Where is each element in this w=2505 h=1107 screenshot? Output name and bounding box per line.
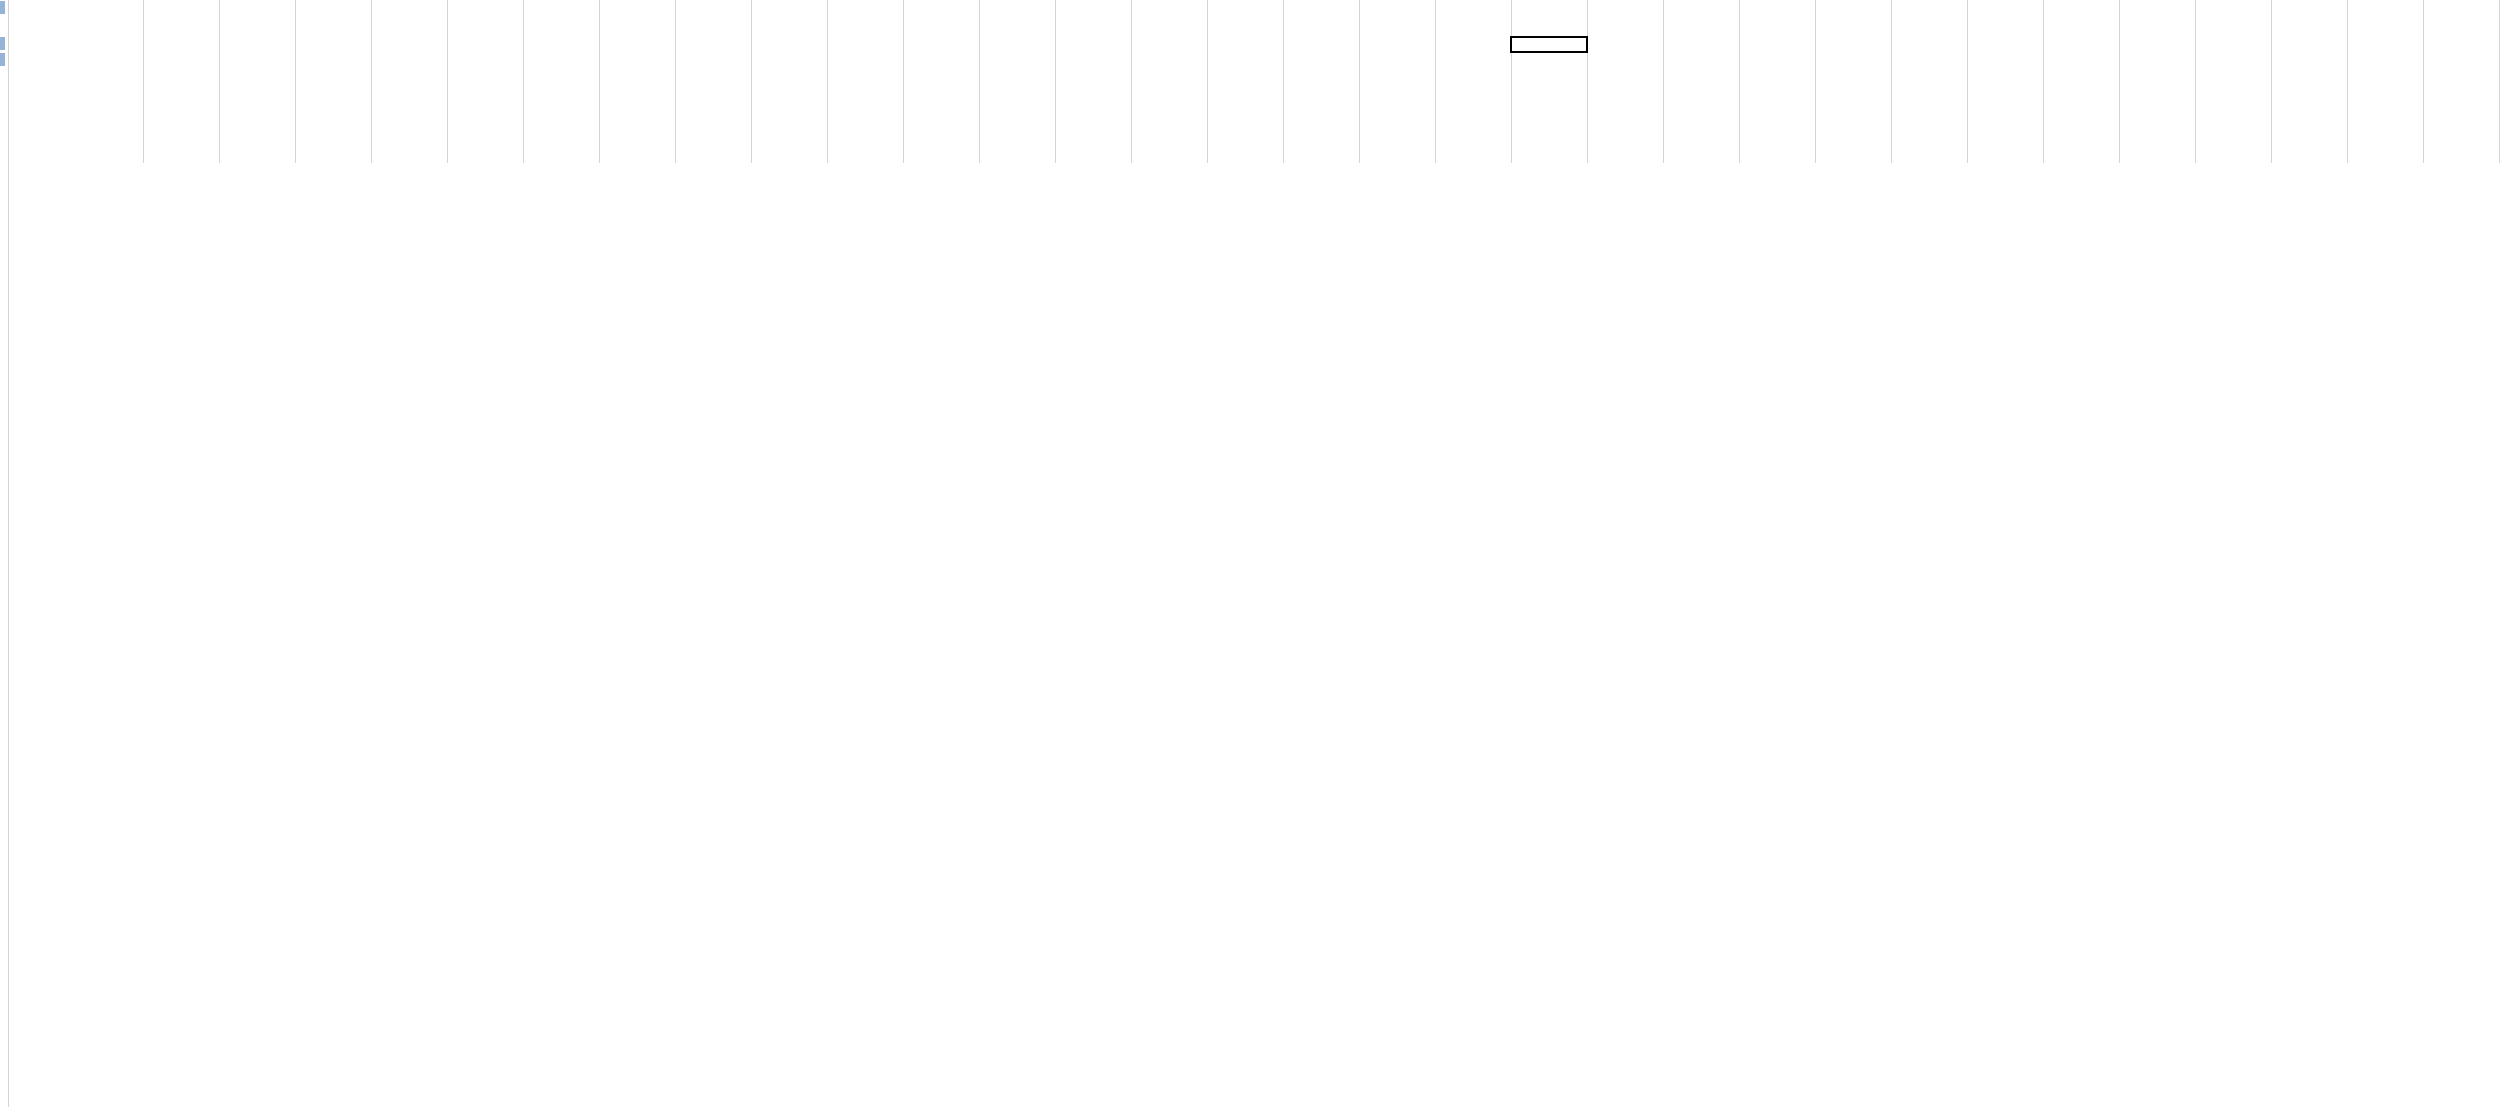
row1-marker xyxy=(0,1,5,14)
row3-marker xyxy=(0,37,5,50)
column-gridlines xyxy=(143,0,2505,163)
left-margin-gridline xyxy=(8,0,9,1107)
chart[interactable] xyxy=(147,163,2505,1107)
active-cell-selection[interactable] xyxy=(1510,36,1588,53)
row4-marker xyxy=(0,53,5,66)
